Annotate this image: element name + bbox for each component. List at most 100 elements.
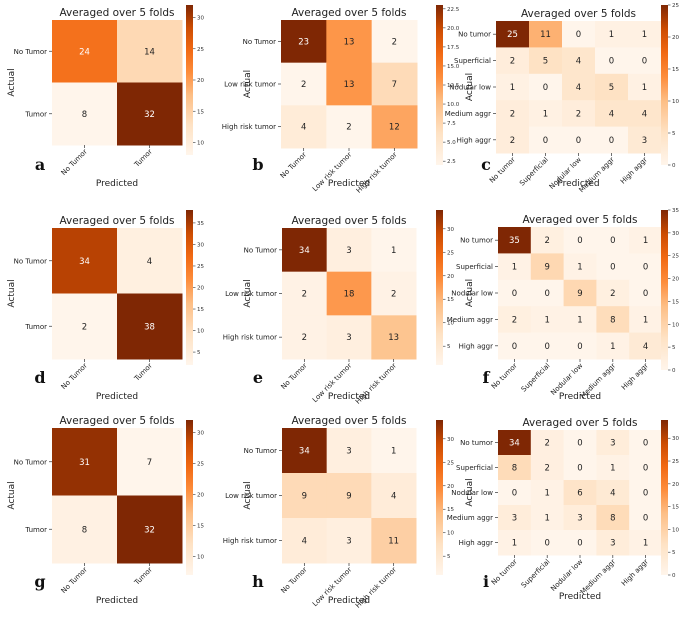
heatmap-cell: [282, 473, 328, 519]
heatmap-cell: [562, 21, 596, 48]
cell-value-label: 0: [544, 342, 549, 352]
heatmap-cell: [117, 495, 183, 564]
colorbar-tick-label: 35: [197, 221, 204, 227]
cell-value-label: 11: [540, 30, 551, 40]
heatmap-cell: [629, 505, 663, 531]
cell-value-label: 0: [577, 236, 582, 246]
cell-value-label: 1: [577, 263, 582, 273]
colorbar-tick-label: 25: [197, 461, 204, 467]
cell-value-label: 4: [610, 489, 615, 499]
heatmap-cell: [326, 105, 373, 149]
x-tick-label: No Tumor: [60, 362, 89, 391]
heatmap-cell: [529, 21, 563, 48]
cell-value-label: 1: [609, 30, 614, 40]
heatmap-cell: [629, 455, 663, 481]
colorbar-tick-label: 15: [447, 507, 454, 513]
heatmap-cell: [628, 47, 662, 75]
colorbar: [436, 210, 443, 365]
panel-label: e: [253, 368, 263, 387]
cell-value-label: 2: [576, 109, 581, 119]
x-tick-label: Tumor: [132, 148, 154, 170]
heatmap-cell: [629, 306, 663, 334]
cell-value-label: 34: [509, 439, 520, 449]
colorbar: [186, 210, 193, 365]
heatmap-cell: [498, 279, 532, 307]
chart-title: Averaged over 5 folds: [291, 215, 406, 227]
heatmap-cell: [628, 21, 662, 48]
colorbar-tick-label: 15: [197, 109, 204, 115]
panel-label: d: [34, 368, 45, 387]
heatmap-cell: [530, 530, 565, 556]
cell-value-label: 1: [544, 315, 549, 325]
heatmap-cell: [563, 253, 597, 281]
heatmap-cell: [563, 227, 597, 254]
x-axis-label: Predicted: [96, 392, 138, 402]
y-axis-label: Actual: [7, 68, 17, 96]
cell-value-label: 0: [577, 342, 582, 352]
colorbar-tick-label: 15: [672, 67, 679, 73]
cell-value-label: 0: [643, 489, 648, 499]
cell-value-label: 34: [299, 246, 310, 256]
chart-title: Averaged over 5 folds: [291, 415, 406, 427]
colorbar-tick-label: 7.5: [447, 121, 456, 127]
x-tick-label: High aggr: [620, 558, 650, 588]
panel-label: i: [483, 572, 489, 591]
colorbar-tick-label: 25: [447, 250, 454, 256]
heatmap-cell: [629, 430, 663, 456]
heatmap-cell: [530, 332, 565, 360]
cell-value-label: 2: [512, 315, 517, 325]
heatmap-cell: [629, 480, 663, 506]
panel-label: f: [483, 368, 491, 387]
heatmap-cell: [563, 505, 597, 531]
colorbar-tick-label: 0: [672, 163, 676, 169]
panel-label: a: [35, 155, 45, 174]
x-tick-label: Medium aggr: [579, 558, 617, 596]
heatmap-cell: [563, 455, 597, 481]
y-tick-label: Nodular low: [449, 84, 491, 92]
cell-value-label: 9: [302, 492, 307, 502]
colorbar-tick-label: 5: [672, 550, 676, 556]
cell-value-label: 9: [346, 492, 351, 502]
cell-value-label: 0: [576, 136, 581, 146]
heatmap-cell: [117, 428, 183, 496]
y-tick-label: Superficial: [456, 263, 493, 271]
heatmap-cell: [628, 126, 662, 154]
cell-value-label: 0: [610, 263, 615, 273]
cell-value-label: 34: [79, 257, 90, 267]
x-tick-label: No tumor: [488, 156, 517, 185]
cell-value-label: 0: [609, 136, 614, 146]
cell-value-label: 4: [576, 57, 581, 67]
y-tick-label: No Tumor: [14, 48, 47, 56]
y-tick-label: Low risk tumor: [224, 81, 276, 89]
heatmap-cell: [595, 126, 629, 154]
colorbar: [436, 420, 443, 575]
colorbar-tick-label: 15: [197, 523, 204, 529]
cell-value-label: 2: [510, 136, 515, 146]
heatmap-cell: [563, 332, 597, 360]
heatmap-cell: [117, 82, 183, 146]
colorbar-tick-label: 30: [197, 16, 204, 22]
x-tick-label: No tumor: [490, 558, 519, 587]
confusion-matrix-g: Averaged over 5 folds 31 7 8 32 No Tumor Tumor…: [7, 415, 204, 606]
cell-value-label: 13: [388, 333, 399, 343]
heatmap-cell: [530, 480, 565, 506]
y-tick-label: Medium aggr: [447, 514, 493, 522]
cell-value-label: 2: [346, 123, 351, 133]
heatmap-cell: [596, 227, 630, 254]
cell-value-label: 0: [577, 539, 582, 549]
heatmap-cell: [628, 73, 662, 101]
cell-value-label: 1: [642, 30, 647, 40]
colorbar-tick-label: 22.5: [447, 7, 460, 13]
heatmap-cell: [562, 100, 596, 128]
colorbar-tick-label: 20.0: [447, 26, 460, 32]
cell-value-label: 3: [346, 447, 351, 457]
cell-value-label: 4: [642, 109, 647, 119]
chart-title: Averaged over 5 folds: [59, 215, 174, 227]
colorbar-tick-label: 25: [672, 459, 679, 465]
cell-value-label: 0: [512, 489, 517, 499]
heatmap-cell: [52, 428, 118, 496]
cell-value-label: 0: [512, 289, 517, 299]
cell-value-label: 9: [577, 289, 582, 299]
heatmap-cell: [326, 20, 373, 64]
